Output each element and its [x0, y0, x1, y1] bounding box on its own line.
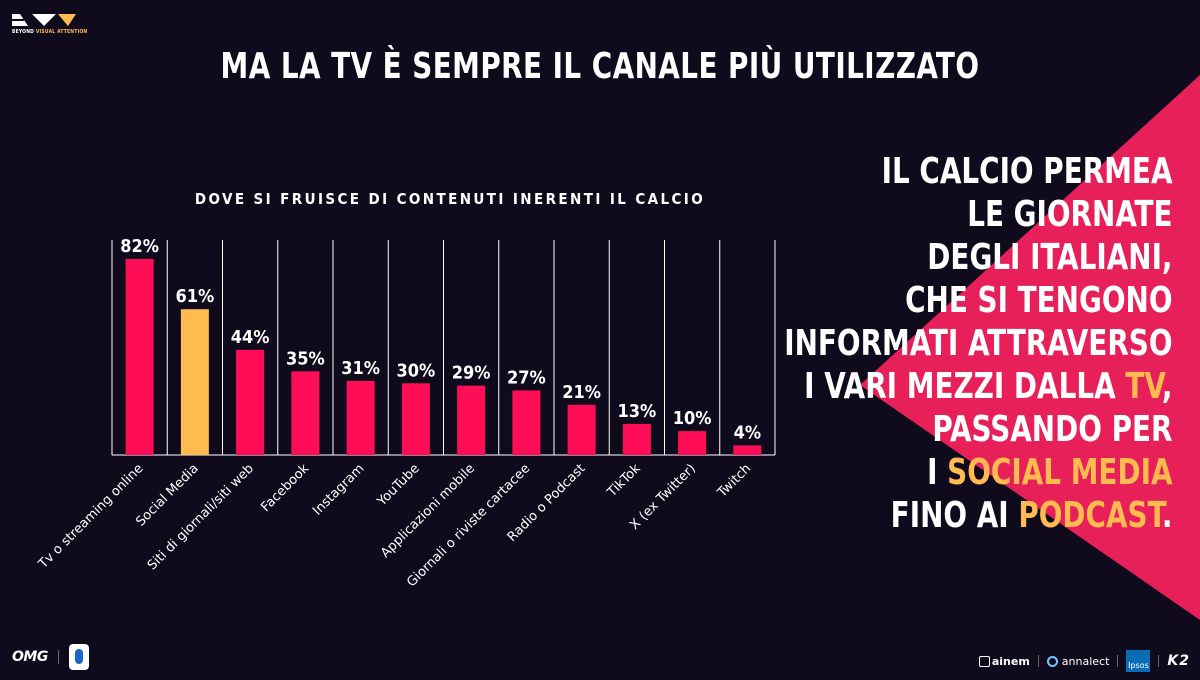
footer-left-logos: OMG — [12, 644, 89, 670]
chart-title: DOVE SI FRUISCE DI CONTENUTI INERENTI IL… — [194, 190, 706, 208]
bar-3 — [291, 371, 320, 455]
side-text-line-6-prefix: I VARI MEZZI DALLA — [804, 366, 1126, 407]
bar-9 — [622, 423, 651, 455]
bar-4 — [346, 380, 375, 455]
side-text-line-9-prefix: FINO AI — [891, 495, 1019, 536]
logo-text: BEYOND VISUAL ATTENTION — [12, 29, 87, 35]
logo-mark — [12, 14, 76, 26]
highlight-podcast: PODCAST — [1018, 495, 1163, 536]
ainem-logo: ainem — [978, 654, 1030, 668]
side-text-line-6: I VARI MEZZI DALLA TV, — [785, 365, 1173, 408]
annalect-icon — [1046, 655, 1058, 667]
data-label-4: 31% — [341, 358, 380, 379]
data-label-11: 4% — [734, 422, 762, 443]
data-label-10: 10% — [673, 408, 712, 429]
data-label-6: 29% — [452, 363, 491, 384]
category-label-0: Tv o streaming online — [35, 461, 146, 572]
annalect-logo: annalect — [1046, 654, 1110, 668]
side-text-line-9-suffix: . — [1162, 495, 1173, 536]
data-label-2: 44% — [231, 327, 270, 348]
data-label-7: 27% — [507, 367, 546, 388]
annalect-text: annalect — [1061, 654, 1110, 668]
bar-0 — [125, 259, 154, 455]
category-label-2: Siti di giornali/siti web — [145, 461, 257, 573]
brand-logo: BEYOND VISUAL ATTENTION — [12, 12, 87, 42]
data-label-0: 82% — [120, 236, 159, 257]
data-label-5: 30% — [396, 360, 435, 381]
data-label-1: 61% — [175, 286, 214, 307]
data-label-3: 35% — [286, 348, 325, 369]
logo-text-prefix: BEYOND — [12, 29, 35, 35]
footer-divider — [57, 650, 59, 664]
bar-1 — [180, 309, 209, 455]
category-label-9: TikTok — [604, 461, 644, 501]
k2-logo: K2 — [1167, 653, 1190, 669]
bar-10 — [678, 431, 707, 455]
serie-a-logo — [68, 644, 89, 670]
footer-divider — [1037, 655, 1039, 667]
bar-2 — [236, 349, 265, 455]
bar-8 — [567, 404, 596, 455]
ainem-icon — [978, 655, 990, 667]
side-text-line-8: I SOCIAL MEDIA — [785, 451, 1173, 494]
category-label-3: Facebook — [258, 461, 312, 515]
data-label-9: 13% — [617, 401, 656, 422]
highlight-social-media: SOCIAL MEDIA — [947, 452, 1173, 493]
ipsos-logo: Ipsos — [1126, 650, 1151, 672]
footer-divider — [1158, 655, 1160, 667]
ainem-text: ainem — [991, 654, 1030, 668]
side-text-line-1: IL CALCIO PERMEA — [882, 151, 1173, 192]
side-text-line-8-prefix: I — [927, 452, 948, 493]
footer-divider — [1117, 655, 1119, 667]
side-text: IL CALCIO PERMEA LE GIORNATE DEGLI ITALI… — [785, 150, 1173, 537]
page-title: MA LA TV È SEMPRE IL CANALE PIÙ UTILIZZA… — [220, 46, 980, 87]
data-label-8: 21% — [562, 382, 601, 403]
category-label-6: Applicazioni mobile — [378, 461, 478, 561]
bar-5 — [401, 383, 430, 455]
category-label-11: Twitch — [714, 461, 754, 501]
side-text-line-2: LE GIORNATE — [967, 194, 1173, 235]
side-text-line-4: CHE SI TENGONO — [905, 280, 1173, 321]
side-text-line-3: DEGLI ITALIANI, — [927, 237, 1173, 278]
footer-right-logos: ainem annalect Ipsos K2 — [978, 650, 1190, 672]
highlight-tv: TV — [1125, 366, 1163, 407]
category-label-4: Instagram — [310, 461, 367, 518]
category-label-5: YouTube — [374, 461, 423, 510]
omg-logo: OMG — [12, 649, 48, 665]
bar-11 — [733, 445, 762, 455]
side-text-line-9: FINO AI PODCAST. — [785, 494, 1173, 537]
logo-text-accent: VISUAL ATTENTION — [35, 29, 88, 35]
side-text-line-5: INFORMATI ATTRAVERSO — [784, 323, 1173, 364]
side-text-line-7: PASSANDO PER — [932, 409, 1173, 450]
bar-6 — [457, 385, 486, 455]
bar-7 — [512, 390, 541, 455]
side-text-line-6-suffix: , — [1162, 366, 1173, 407]
